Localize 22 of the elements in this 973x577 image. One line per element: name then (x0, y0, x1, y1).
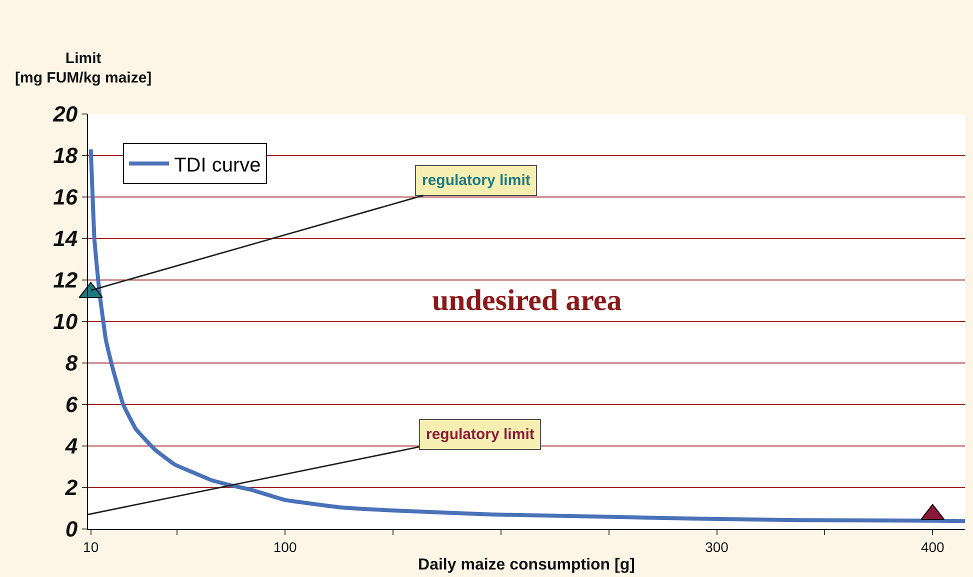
y-tick-label: 14 (53, 226, 78, 252)
y-tick-label: 0 (65, 516, 78, 542)
x-tick-label: 300 (705, 538, 729, 555)
annotation: regulatory limit (426, 426, 534, 443)
annotation: regulatory limit (422, 172, 530, 189)
y-tick-label: 10 (53, 309, 78, 334)
y-axis-title: Limit [mg FUM/kg maize] (15, 50, 152, 86)
y-tick-label: 8 (65, 350, 78, 376)
y-tick-label: 6 (65, 392, 78, 418)
y-tick-label: 20 (52, 102, 78, 127)
y-tick-label: 18 (53, 143, 78, 168)
line-series (88, 147, 965, 524)
y-tick-label: 16 (53, 184, 78, 210)
x-tick-label: 100 (273, 538, 297, 555)
y-tick-label: 2 (64, 475, 78, 500)
legend-label: TDI curve (174, 154, 261, 176)
annotation: undesired area (432, 284, 622, 317)
x-tick-label: 10 (83, 538, 99, 555)
y-tick-label: 12 (53, 268, 78, 293)
x-axis-title: Daily maize consumption [g] (418, 556, 635, 574)
x-tick-label: 400 (920, 538, 945, 555)
y-tick-label: 4 (64, 434, 78, 459)
